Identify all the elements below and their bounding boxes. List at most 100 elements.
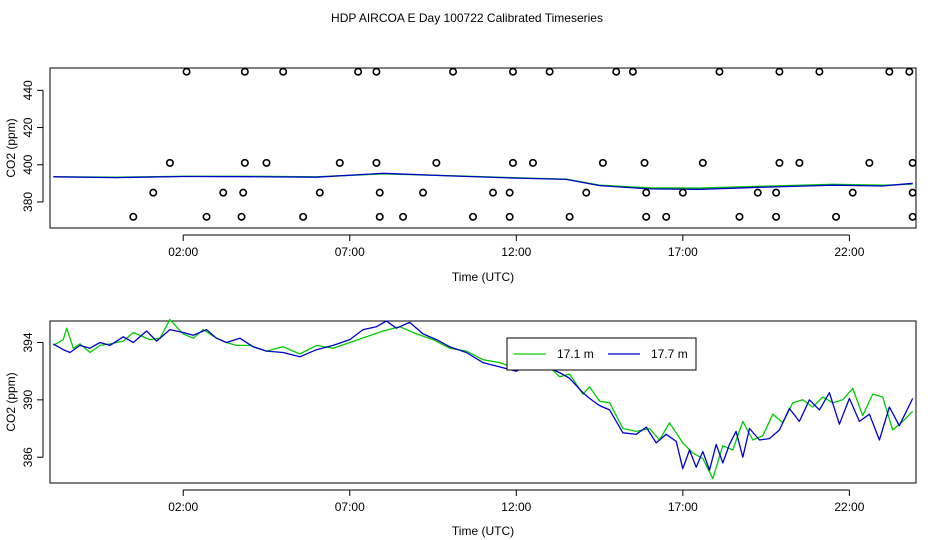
flag-marker — [908, 158, 917, 167]
flag-marker — [375, 188, 384, 197]
flag-marker — [279, 67, 288, 76]
flag-marker — [662, 212, 671, 221]
flag-marker — [678, 188, 687, 197]
flag-marker — [182, 67, 191, 76]
bottom-x-axis: 02:00 07:00 12:00 17:00 22:00 — [168, 489, 865, 514]
flag-marker — [848, 188, 857, 197]
flag-marker — [240, 67, 249, 76]
bottom-y-tick-label: 394 — [21, 332, 35, 352]
flag-marker — [335, 158, 344, 167]
top-series-lines — [53, 172, 913, 190]
bottom-x-tick-label: 07:00 — [335, 500, 365, 514]
flag-marker — [775, 67, 784, 76]
flag-marker — [129, 212, 138, 221]
flag-marker — [469, 212, 478, 221]
flag-marker — [508, 67, 517, 76]
flag-marker — [528, 158, 537, 167]
flag-marker — [832, 212, 841, 221]
flag-marker — [612, 67, 621, 76]
legend-label-17-1m: 17.1 m — [557, 347, 594, 361]
flag-marker — [372, 67, 381, 76]
top-y-tick-label: 400 — [21, 154, 35, 174]
flag-marker — [202, 212, 211, 221]
flag-marker — [642, 212, 651, 221]
top-x-tick-label: 17:00 — [668, 245, 698, 259]
bottom-x-tick-label: 02:00 — [168, 500, 198, 514]
top-y-tick-label: 440 — [21, 80, 35, 100]
bottom-panel: 02:00 07:00 12:00 17:00 22:00 386 390 394 17.1… — [4, 318, 917, 538]
flag-marker — [505, 212, 514, 221]
top-x-axis: 02:00 07:00 12:00 17:00 22:00 — [168, 234, 865, 259]
flag-marker — [505, 188, 514, 197]
flag-marker — [908, 188, 917, 197]
bottom-plot-frame — [49, 320, 917, 484]
flag-marker — [432, 158, 441, 167]
top-y-tick-label: 380 — [21, 192, 35, 212]
flag-marker — [698, 158, 707, 167]
legend-label-17-7m: 17.7 m — [651, 347, 688, 361]
flag-marker — [775, 158, 784, 167]
flag-marker — [795, 158, 804, 167]
flag-marker — [219, 188, 228, 197]
bottom-x-tick-label: 17:00 — [668, 500, 698, 514]
flag-marker — [315, 188, 324, 197]
flag-marker — [582, 188, 591, 197]
flag-marker — [262, 158, 271, 167]
top-x-tick-label: 07:00 — [335, 245, 365, 259]
bottom-series-lines — [52, 318, 914, 480]
bottom-series-17-1m-line — [52, 318, 914, 480]
flag-marker — [905, 67, 914, 76]
flag-marker — [240, 158, 249, 167]
flag-marker — [488, 188, 497, 197]
flag-marker — [419, 188, 428, 197]
top-x-tick-label: 02:00 — [168, 245, 198, 259]
flag-marker — [628, 67, 637, 76]
top-y-axis-label: CO2 (ppm) — [4, 118, 18, 177]
top-series-17-7m-line — [53, 172, 913, 190]
top-x-tick-label: 22:00 — [834, 245, 864, 259]
flag-marker — [449, 67, 458, 76]
flag-marker — [865, 158, 874, 167]
bottom-series-17-7m-line — [52, 320, 914, 471]
bottom-y-axis: 386 390 394 — [21, 332, 44, 467]
flag-marker — [237, 212, 246, 221]
flag-marker — [642, 188, 651, 197]
bottom-y-axis-label: CO2 (ppm) — [4, 372, 18, 431]
bottom-x-axis-label: Time (UTC) — [452, 524, 514, 538]
flag-marker — [815, 67, 824, 76]
flag-marker — [165, 158, 174, 167]
top-flag-markers — [129, 67, 917, 221]
flag-marker — [772, 212, 781, 221]
flag-marker — [565, 212, 574, 221]
figure-title: HDP AIRCOA E Day 100722 Calibrated Times… — [331, 11, 603, 25]
flag-marker — [885, 67, 894, 76]
flag-marker — [735, 212, 744, 221]
top-x-axis-label: Time (UTC) — [452, 270, 514, 284]
flag-marker — [354, 67, 363, 76]
flag-marker — [508, 158, 517, 167]
top-x-tick-label: 12:00 — [501, 245, 531, 259]
flag-marker — [149, 188, 158, 197]
flag-marker — [239, 188, 248, 197]
flag-marker — [772, 188, 781, 197]
flag-marker — [299, 212, 308, 221]
top-y-tick-label: 420 — [21, 117, 35, 137]
bottom-y-tick-label: 390 — [21, 390, 35, 410]
legend: 17.1 m 17.7 m — [506, 337, 697, 371]
bottom-y-tick-label: 386 — [21, 447, 35, 467]
flag-marker — [715, 67, 724, 76]
flag-marker — [598, 158, 607, 167]
flag-marker — [753, 188, 762, 197]
flag-marker — [908, 212, 917, 221]
top-plot-frame — [49, 67, 917, 229]
top-panel: 02:00 07:00 12:00 17:00 22:00 380 400 420 440 T… — [4, 67, 917, 284]
flag-marker — [640, 158, 649, 167]
flag-marker — [375, 212, 384, 221]
bottom-x-tick-label: 12:00 — [501, 500, 531, 514]
flag-marker — [372, 158, 381, 167]
top-y-axis: 380 400 420 440 — [21, 80, 44, 212]
flag-marker — [399, 212, 408, 221]
flag-marker — [545, 67, 554, 76]
bottom-x-tick-label: 22:00 — [834, 500, 864, 514]
